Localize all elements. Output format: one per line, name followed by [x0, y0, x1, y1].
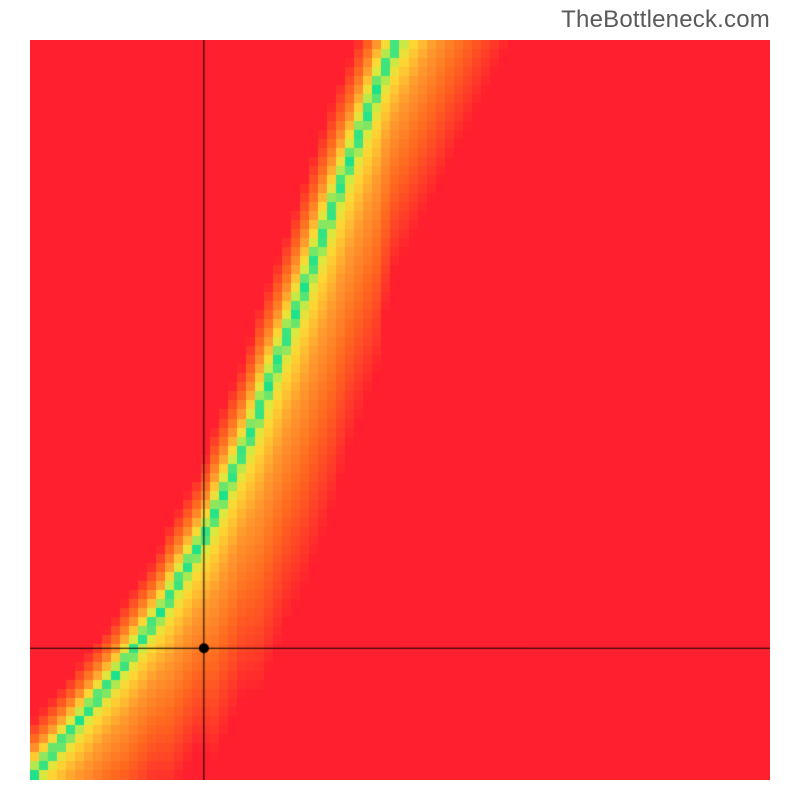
- bottleneck-heatmap-canvas: [30, 40, 770, 780]
- bottleneck-heatmap-container: [30, 40, 770, 780]
- watermark-label: TheBottleneck.com: [561, 6, 770, 34]
